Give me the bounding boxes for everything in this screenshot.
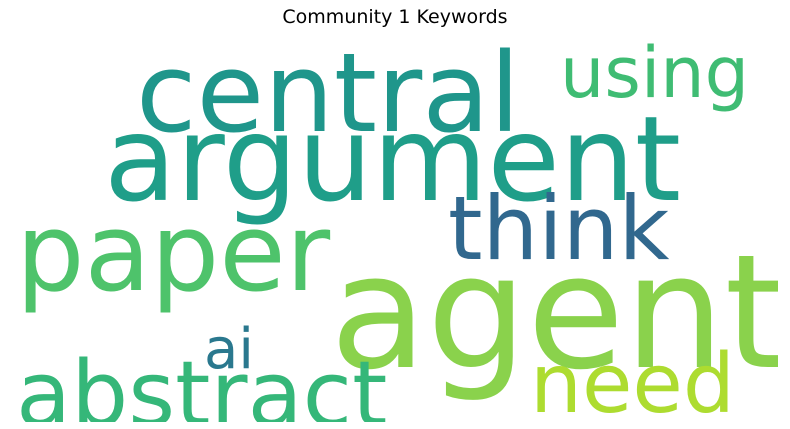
word-think: think [448,177,670,280]
word-abstract: abstract [16,342,388,423]
word-central: central [136,32,521,157]
word-agent: agent [330,221,778,405]
word-need: need [530,337,735,423]
word-ai: ai [204,317,254,382]
chart-title: Community 1 Keywords [282,6,508,28]
word-using: using [560,32,750,114]
word-argument: argument [104,90,682,228]
word-paper: paper [16,191,331,316]
word-cloud: central using argument paper think agent… [12,32,778,422]
